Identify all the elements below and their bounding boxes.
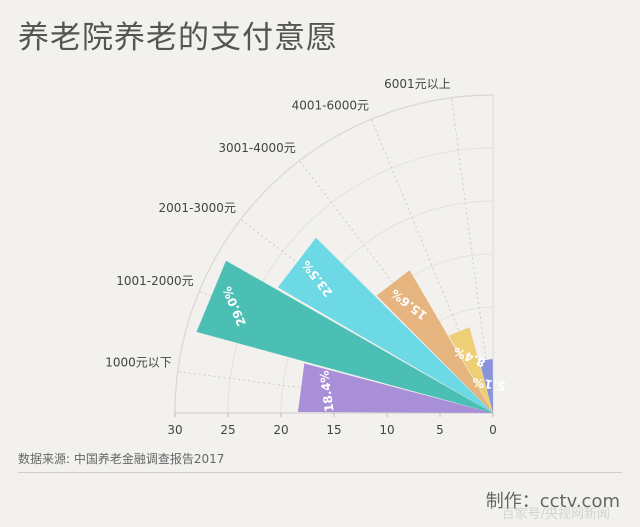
bar-2001-3000元 [277,237,493,413]
credit-line: 制作：cctv.com [485,491,620,512]
category-label: 4001-6000元 [292,99,369,113]
data-source-note: 数据来源: 中国养老金融调查报告2017 [18,452,225,466]
radial-guide [450,97,494,414]
chart-grid [174,94,494,414]
tick-label: 15 [326,423,341,437]
bar-1001-2000元 [196,260,493,413]
value-label: 18.4% [317,370,336,413]
chart-title: 养老院养老的支付意愿 [18,20,338,56]
bar-4001-6000元 [448,327,493,413]
bar-6001元以上 [479,358,493,413]
tick-label: 5 [436,423,444,437]
category-label: 1000元以下 [105,356,172,370]
grid-arc [174,94,494,414]
bar-3001-4000元 [376,270,493,413]
bar-1000元以下 [297,363,493,413]
axis-ticks: 30 25 20 15 10 5 0 [167,413,497,437]
grid-arc [227,147,494,414]
value-label: 5.1% [472,375,507,393]
grid-arc [280,200,494,414]
category-labels: 1000元以下 1001-2000元 2001-3000元 3001-4000元 400… [105,77,450,370]
radial-guide [177,370,494,414]
category-label: 6001元以上 [384,77,451,91]
watermark: 百家号/央视网新闻 [501,507,610,522]
tick-label: 0 [489,423,497,437]
tick-label: 20 [273,423,288,437]
radial-guide [240,219,494,414]
radial-guide [370,119,494,414]
radial-guide [299,160,494,414]
tick-label: 25 [220,423,235,437]
tick-label: 10 [379,423,394,437]
category-label: 1001-2000元 [116,274,193,288]
category-label: 3001-4000元 [218,141,295,155]
footer-divider [18,472,622,473]
category-label: 2001-3000元 [159,201,236,215]
tick-label: 30 [167,423,182,437]
chart-bars [196,237,493,413]
